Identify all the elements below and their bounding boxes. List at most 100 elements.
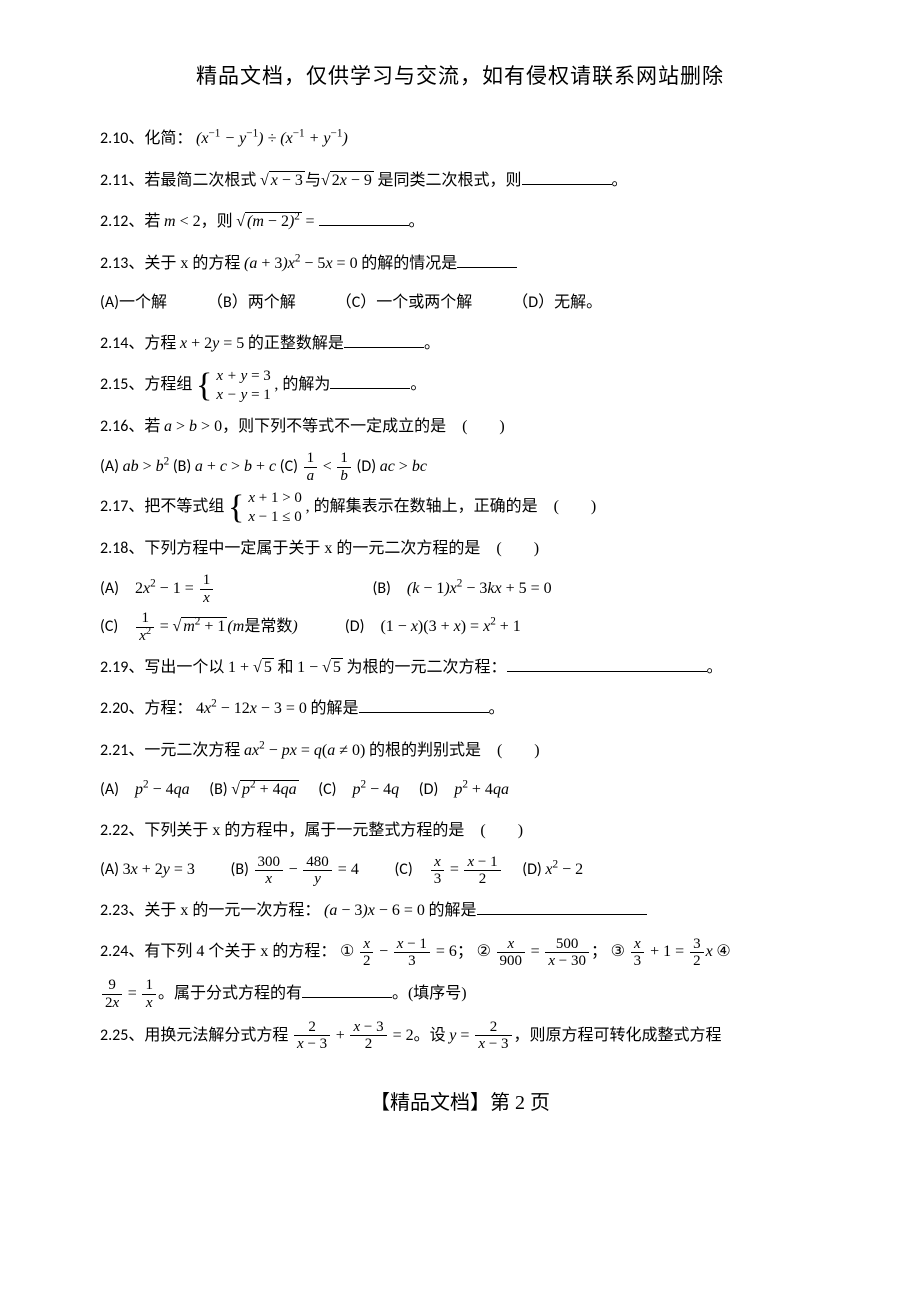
label: 若 <box>144 213 160 230</box>
footer-page: 2 <box>515 1092 525 1114</box>
question-2-22: 2.22、下列关于 x 的方程中，属于一元整式方程的是 ( ) <box>100 810 820 852</box>
punct: 。 <box>707 659 723 676</box>
e3-l: x3 <box>631 936 645 970</box>
qnum: 2.14、 <box>100 334 144 353</box>
options-2-13: (A)一个解 （B）两个解 （C）一个或两个解 （D）无解。 <box>100 284 820 322</box>
footer-prefix: 【精品文档】第 <box>370 1092 510 1114</box>
opt-a: ab > b2 <box>123 458 170 475</box>
page-footer: 【精品文档】第 2 页 <box>100 1086 820 1115</box>
system-brace: { x + 1 > 0 x − 1 ≤ 0 <box>228 487 302 529</box>
question-2-12: 2.12、若 m < 2，则 √(m − 2)2 = 。 <box>100 201 820 243</box>
opt-c-l: 1a <box>304 450 318 484</box>
opt-d: x2 − 2 <box>545 861 583 878</box>
eq: = 4 <box>334 861 359 878</box>
opt-d: 无解。 <box>554 294 602 311</box>
qnum: 2.16、 <box>100 417 144 436</box>
e4-l: 92x <box>102 977 122 1011</box>
qnum: 2.10、 <box>100 129 144 148</box>
opt-c: p2 − 4q <box>353 781 400 798</box>
label: 关于 x 的方程 <box>144 255 240 272</box>
qnum: 2.11、 <box>100 171 144 190</box>
mid: + 1 = <box>646 943 688 960</box>
label: 的解是 <box>311 700 359 717</box>
options-2-18-row2: (C) 1x2 = √m2 + 1(m是常数) (D) (1 − x)(3 + … <box>100 608 820 646</box>
expr: (a − 3)x − 6 = 0 <box>324 902 425 919</box>
expr: x + 2y = 5 <box>180 335 244 352</box>
blank <box>330 372 410 389</box>
opt-b: (k − 1)x2 − 3kx + 5 = 0 <box>407 580 552 597</box>
qnum: 2.13、 <box>100 254 144 273</box>
punct: 。 <box>409 213 425 230</box>
opt-c-l: 1x2 <box>136 610 154 644</box>
blank <box>522 168 612 185</box>
circ3: ③ <box>611 943 625 960</box>
label: 关于 x 的一元一次方程： <box>144 902 320 919</box>
row1: x + y = 3 <box>216 368 270 384</box>
qnum: 2.19、 <box>100 658 144 677</box>
question-2-11: 2.11、若最简二次根式 √x − 3与√2x − 9 是同类二次根式，则。 <box>100 160 820 202</box>
opt-a: 一个解 <box>119 294 167 311</box>
punct: 。 <box>424 335 440 352</box>
punct: 。 <box>489 700 505 717</box>
opt-b: 两个解 <box>248 294 296 311</box>
label: 方程： <box>144 700 192 717</box>
label: ，则原方程可转化成整式方程 <box>514 1027 722 1044</box>
opt-c-r: x − 12 <box>464 854 500 888</box>
label: 化简： <box>144 130 192 147</box>
e2-r: 500x − 30 <box>545 936 589 970</box>
blank <box>359 696 489 713</box>
opt-d: (1 − x)(3 + x) = x2 + 1 <box>380 618 520 635</box>
label: ，则 <box>201 213 233 230</box>
qnum: 2.17、 <box>100 497 144 516</box>
label: 用换元法解分式方程 <box>144 1027 288 1044</box>
row2: x − 1 ≤ 0 <box>248 509 301 525</box>
label: 为根的一元二次方程： <box>347 659 507 676</box>
qnum: 2.12、 <box>100 212 144 231</box>
y-def: y = <box>449 1027 473 1044</box>
question-2-15: 2.15、方程组 { x + y = 3 x − y = 1 , 的解为。 <box>100 364 820 406</box>
e4-r: 1x <box>142 977 156 1011</box>
question-2-21: 2.21、一元二次方程 ax2 − px = q(a ≠ 0) 的根的判别式是 … <box>100 730 820 772</box>
opt-a-frac: 1x <box>200 572 214 606</box>
blank <box>344 331 424 348</box>
question-2-24-cont: 92x = 1x。属于分式方程的有。(填序号) <box>100 973 820 1015</box>
opt-a: p2 − 4qa <box>135 781 190 798</box>
label: 若最简二次根式 <box>144 172 256 189</box>
question-2-23: 2.23、关于 x 的一元一次方程： (a − 3)x − 6 = 0 的解是 <box>100 890 820 932</box>
expr: ax2 − px = q(a ≠ 0) <box>244 742 365 759</box>
t3: 2x − 3 <box>475 1019 511 1053</box>
e1-r: x − 13 <box>394 936 430 970</box>
punct: 。 <box>410 376 426 393</box>
question-2-10: 2.10、化简： (x−1 − y−1) ÷ (x−1 + y−1) <box>100 118 820 160</box>
label: 和 <box>277 659 293 676</box>
label: 的解是 <box>428 902 476 919</box>
label: 写出一个以 <box>144 659 224 676</box>
label: 的正整数解是 <box>248 335 344 352</box>
options-2-18-row1: (A) 2x2 − 1 = 1x (B) (k − 1)x2 − 3kx + 5… <box>100 570 820 608</box>
opt-d: ac > bc <box>380 458 427 475</box>
question-2-18: 2.18、下列方程中一定属于关于 x 的一元二次方程的是 ( ) <box>100 528 820 570</box>
label: 下列方程中一定属于关于 x 的一元二次方程的是 ( ) <box>144 540 539 557</box>
expr: (a + 3)x2 − 5x = 0 <box>244 255 358 272</box>
question-2-25: 2.25、用换元法解分式方程 2x − 3 + x − 32 = 2。设 y =… <box>100 1015 820 1057</box>
qnum: 2.20、 <box>100 699 144 718</box>
sep: ； <box>591 943 607 960</box>
label: 方程 <box>144 335 176 352</box>
circ2: ② <box>477 943 491 960</box>
circ4: ④ <box>716 943 730 960</box>
label: , 的解为 <box>274 376 330 393</box>
qnum: 2.24、 <box>100 942 144 961</box>
opt-b-r: 480y <box>303 854 332 888</box>
blank <box>302 981 392 998</box>
eq: = 2 <box>389 1027 414 1044</box>
cond: a > b > 0 <box>164 418 222 435</box>
options-2-22: (A) 3x + 2y = 3 (B) 300x − 480y = 4 (C) … <box>100 851 820 889</box>
label: 。设 <box>414 1027 446 1044</box>
radical: √x − 3 <box>260 171 305 189</box>
opt-c-note: (m是常数) <box>227 618 297 635</box>
radical: √(m − 2)2 <box>236 212 302 230</box>
expr: m < 2 <box>164 213 201 230</box>
label: 方程组 <box>144 376 192 393</box>
options-2-16: (A) ab > b2 (B) a + c > b + c (C) 1a < 1… <box>100 448 820 486</box>
punct: 。 <box>612 172 628 189</box>
